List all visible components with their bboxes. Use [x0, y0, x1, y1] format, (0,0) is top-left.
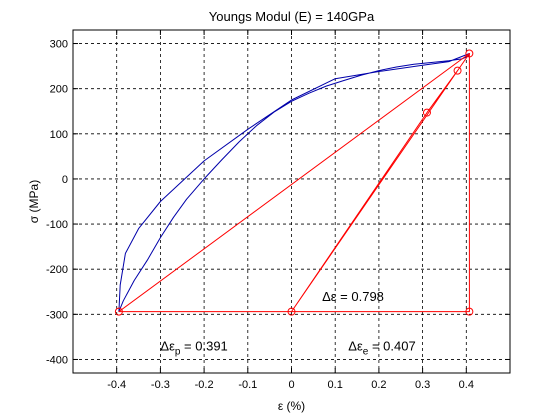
data-point-marker [465, 307, 474, 316]
y-tick-label: 0 [62, 174, 68, 186]
data-point-marker [453, 66, 462, 75]
delta-strain-annotation: Δεp = 0.391 [160, 338, 227, 357]
x-axis-label: ε (%) [278, 399, 305, 413]
y-tick-label: 100 [50, 129, 68, 141]
y-tick-label: -400 [46, 354, 68, 366]
grid-lines [73, 30, 510, 373]
data-point-marker [287, 307, 296, 316]
y-tick-label: 300 [50, 39, 68, 51]
series-layer [118, 53, 470, 313]
x-tick-label: 0.4 [459, 379, 474, 391]
x-tick-label: -0.2 [195, 379, 214, 391]
y-tick-label: -100 [46, 219, 68, 231]
delta-strain-annotation: Δε = 0.798 [322, 289, 384, 304]
x-tick-label: 0.3 [415, 379, 430, 391]
plot-frame [72, 29, 511, 374]
x-tick-label: 0 [288, 379, 294, 391]
chart-title: Youngs Modul (E) = 140GPa [209, 9, 375, 24]
x-tick-label: 0.2 [371, 379, 386, 391]
marker-layer [114, 49, 474, 316]
y-tick-label: -300 [46, 309, 68, 321]
data-point-marker [422, 108, 431, 117]
series-line-1 [118, 53, 470, 313]
data-point-marker [465, 49, 474, 58]
x-tick-label: -0.1 [238, 379, 257, 391]
axis-ticks: -0.4 -0.3 -0.2 -0.1 0 0.1 0.2 0.3 0.4 -400 -300 -20… [46, 30, 510, 391]
delta-strain-annotation: Δεe = 0.407 [348, 338, 415, 357]
x-tick-label: -0.3 [151, 379, 170, 391]
y-tick-label: 200 [50, 84, 68, 96]
x-tick-label: 0.1 [328, 379, 343, 391]
x-tick-label: -0.4 [107, 379, 126, 391]
y-tick-label: -200 [46, 264, 68, 276]
data-point-marker [114, 307, 123, 316]
series-line-0 [118, 53, 470, 312]
annotation-layer: Δε = 0.798 Δεp = 0.391 Δεe = 0.407 [160, 289, 415, 358]
y-axis-label: σ (MPa) [27, 180, 41, 223]
